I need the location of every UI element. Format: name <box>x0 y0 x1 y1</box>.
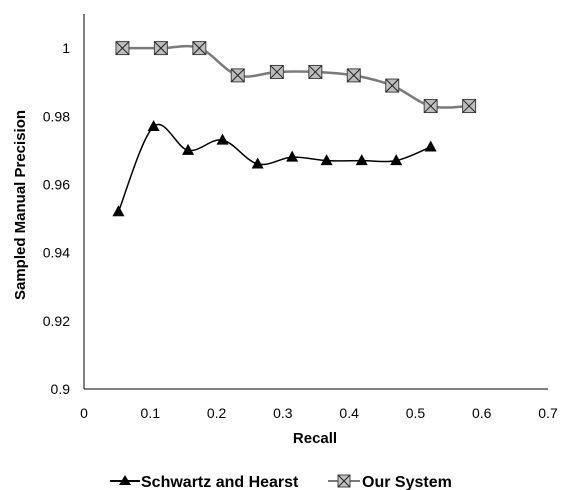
x-tick-label: 0.2 <box>207 405 227 421</box>
data-point-boxed-x <box>423 99 438 114</box>
x-tick-label: 0 <box>80 405 88 421</box>
x-axis-title: Recall <box>293 430 337 447</box>
data-point-triangle <box>320 154 333 166</box>
data-point-boxed-x <box>385 78 400 93</box>
triangle-marker-icon <box>119 475 131 485</box>
series-line <box>117 123 431 213</box>
legend-item-schwartz-and-hearst: Schwartz and Hearst <box>110 474 299 490</box>
data-point-triangle <box>286 150 299 162</box>
x-tick-label: 0.1 <box>141 405 161 421</box>
data-point-boxed-x <box>269 64 284 79</box>
y-tick-label: 0.96 <box>43 176 70 192</box>
series-our-system <box>115 41 477 114</box>
data-point-boxed-x <box>153 41 168 56</box>
data-point-triangle <box>251 157 264 169</box>
y-tick-labels: 0.9 0.92 0.94 0.96 0.98 1 <box>43 40 70 397</box>
y-tick-label: 0.94 <box>43 245 70 261</box>
data-point-boxed-x <box>230 68 245 83</box>
data-point-boxed-x <box>308 64 323 79</box>
x-tick-labels: 0 0.1 0.2 0.3 0.4 0.5 0.6 0.7 <box>80 405 558 421</box>
series-schwartz-and-hearst <box>112 120 437 217</box>
x-tick-label: 0.5 <box>406 405 426 421</box>
data-point-boxed-x <box>462 99 477 114</box>
data-point-boxed-x <box>346 68 361 83</box>
data-point-triangle <box>112 205 125 217</box>
y-axis-title: Sampled Manual Precision <box>12 110 29 300</box>
x-tick-label: 0.7 <box>538 405 558 421</box>
data-point-triangle <box>216 133 229 145</box>
series-layer <box>112 41 477 217</box>
data-point-triangle <box>182 143 195 155</box>
data-point-triangle <box>355 154 368 166</box>
legend-label-our-system: Our System <box>362 474 452 490</box>
data-point-triangle <box>147 120 160 131</box>
y-tick-label: 1 <box>62 40 70 56</box>
data-point-triangle <box>424 140 437 152</box>
series-line <box>122 44 470 109</box>
x-tick-label: 0.4 <box>339 405 359 421</box>
data-point-triangle <box>390 154 403 166</box>
axes <box>83 14 548 390</box>
legend-label-schwartz-and-hearst: Schwartz and Hearst <box>141 474 299 490</box>
y-tick-label: 0.9 <box>51 381 71 397</box>
boxed-x-marker-icon <box>337 474 351 488</box>
y-tick-label: 0.98 <box>43 108 70 124</box>
x-tick-label: 0.6 <box>472 405 492 421</box>
legend-item-our-system: Our System <box>328 474 452 490</box>
y-tick-label: 0.92 <box>43 313 70 329</box>
x-tick-label: 0.3 <box>273 405 293 421</box>
data-point-boxed-x <box>115 41 130 56</box>
legend: Schwartz and Hearst Our System <box>110 474 452 490</box>
data-point-boxed-x <box>192 41 207 56</box>
